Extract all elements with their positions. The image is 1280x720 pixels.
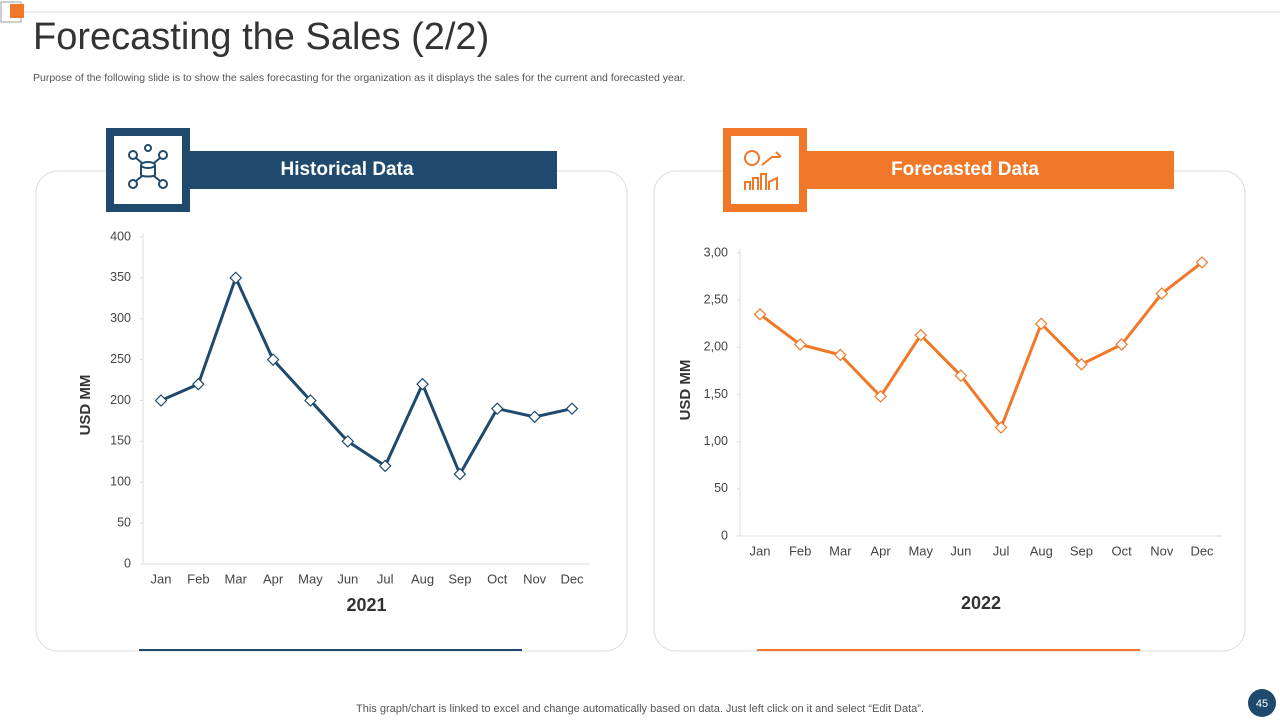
y-tick-label: 1,50 (704, 387, 728, 401)
point-marker (914, 328, 928, 342)
footer-note: This graph/chart is linked to excel and … (356, 703, 924, 715)
x-tick-label: Apr (870, 543, 891, 558)
corner-accent (10, 4, 24, 18)
x-tick-label: Jan (750, 543, 771, 558)
point-marker (341, 435, 355, 448)
slide-title: Forecasting the Sales (2/2) (33, 16, 489, 58)
y-tick-label: 200 (110, 393, 131, 407)
series-line (759, 261, 1203, 430)
point-marker (834, 348, 847, 362)
x-tick-label: Dec (560, 571, 584, 586)
point-marker (994, 421, 1008, 434)
y-axis-label: USD MM (77, 375, 94, 436)
panel-underline (139, 649, 522, 651)
x-tick-label: Jul (377, 571, 394, 586)
y-tick-label: 250 (110, 352, 131, 366)
x-tick-label: May (908, 543, 933, 558)
x-tick-label: Jul (993, 543, 1010, 558)
x-tick-label: Feb (187, 571, 209, 586)
point-marker (565, 402, 579, 416)
x-tick-label: Feb (789, 543, 811, 558)
point-marker (490, 402, 504, 416)
header-bar (805, 151, 1174, 189)
point-marker (1115, 338, 1128, 351)
x-tick-label: Mar (225, 571, 248, 586)
x-tick-label: Nov (523, 571, 547, 586)
y-tick-label: 3,00 (704, 245, 728, 259)
x-axis-label: 2021 (346, 595, 386, 615)
x-axis-label: 2022 (961, 593, 1001, 613)
point-marker (266, 353, 280, 366)
y-tick-label: 350 (110, 270, 131, 284)
chart-title: Historical Data (280, 159, 413, 180)
x-tick-label: May (298, 571, 323, 586)
series-line (160, 276, 573, 476)
x-tick-label: Jun (337, 571, 358, 586)
point-marker (753, 307, 767, 321)
point-marker (1195, 256, 1209, 269)
point-marker (453, 467, 467, 481)
x-tick-label: Dec (1190, 543, 1214, 558)
point-marker (192, 377, 205, 391)
growth-icon (744, 150, 782, 190)
x-tick-label: Jun (950, 543, 971, 558)
x-tick-label: Aug (411, 571, 434, 586)
page-number: 45 (1256, 698, 1268, 710)
x-tick-label: Oct (487, 571, 508, 586)
chart-title: Forecasted Data (891, 159, 1039, 180)
point-marker (154, 394, 168, 407)
x-tick-label: Jan (151, 571, 172, 586)
y-axis-label: USD MM (677, 360, 694, 421)
y-tick-label: 300 (110, 311, 131, 325)
page-badge (1248, 689, 1276, 717)
y-tick-label: 0 (721, 528, 728, 542)
point-marker (528, 410, 541, 424)
y-tick-label: 50 (714, 481, 728, 495)
header-bar (188, 151, 557, 189)
point-marker (1034, 317, 1048, 331)
x-tick-label: Nov (1150, 543, 1174, 558)
point-marker (416, 377, 429, 391)
x-tick-label: Sep (1070, 543, 1093, 558)
slide-subtitle: Purpose of the following slide is to sho… (33, 72, 686, 84)
x-tick-label: Oct (1112, 543, 1133, 558)
y-tick-label: 2,50 (704, 292, 728, 306)
panel-underline (757, 649, 1140, 651)
point-marker (954, 369, 968, 382)
y-tick-label: 2,00 (704, 340, 728, 354)
y-tick-label: 100 (110, 475, 131, 489)
y-tick-label: 400 (110, 229, 131, 243)
point-marker (793, 338, 807, 351)
x-tick-label: Apr (263, 571, 284, 586)
x-tick-label: Sep (448, 571, 471, 586)
y-tick-label: 1,00 (704, 434, 728, 448)
y-tick-label: 150 (110, 434, 131, 448)
point-marker (1075, 357, 1088, 371)
point-marker (229, 271, 243, 285)
point-marker (304, 394, 317, 407)
icon-inner (731, 136, 799, 204)
point-marker (378, 459, 392, 473)
y-tick-label: 0 (124, 556, 131, 570)
icon-inner (114, 136, 182, 204)
x-tick-label: Mar (829, 543, 852, 558)
panel (653, 170, 1246, 652)
x-tick-label: Aug (1030, 543, 1053, 558)
point-marker (1155, 287, 1169, 300)
database-icon (128, 144, 168, 189)
point-marker (874, 390, 887, 403)
y-tick-label: 50 (117, 515, 131, 529)
